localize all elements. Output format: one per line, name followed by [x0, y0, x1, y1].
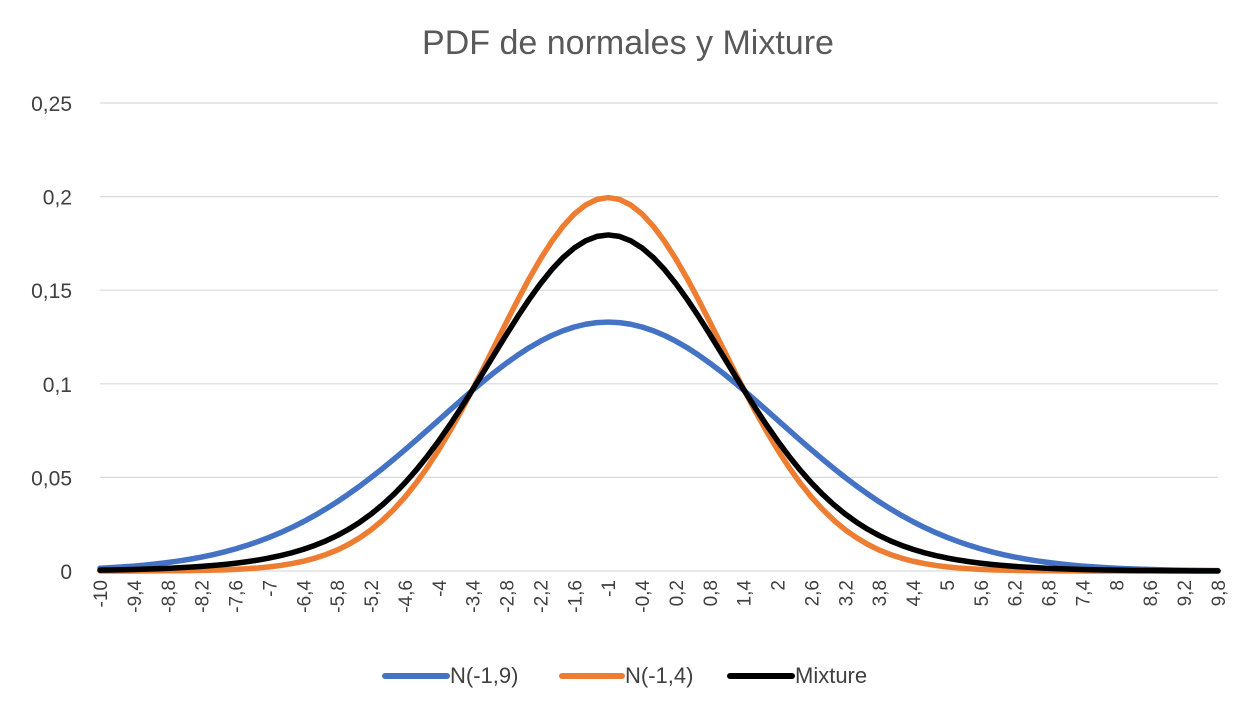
series-line-mixture	[97, 232, 1221, 574]
y-tick-label: 0,25	[31, 93, 72, 116]
x-tick-label: -3,4	[464, 580, 485, 613]
x-tick-label: -7,6	[227, 580, 248, 613]
x-tick-label: 4,4	[904, 580, 925, 607]
legend: N(-1,9) N(-1,4) Mixture	[382, 663, 867, 688]
y-tick-label: 0,15	[31, 280, 72, 303]
x-tick-label: -8,8	[159, 580, 180, 613]
x-tick-label: 3,8	[870, 580, 891, 606]
x-tick-label: 9,8	[1209, 580, 1230, 606]
x-axis-tick-labels: -10 -9,4 -8,8 -8,2 -7,6 -7 -6,4 -5,8 -5,2 -4,6 -4-…	[91, 580, 1230, 613]
x-tick-label: -4	[430, 580, 451, 597]
x-tick-label: 2,6	[802, 580, 823, 606]
series-line-n-1-4	[97, 194, 1221, 574]
x-tick-label: 0,8	[701, 580, 722, 606]
x-tick-label: 2	[769, 580, 790, 591]
x-tick-label: 6,8	[1040, 580, 1061, 606]
chart-title: PDF de normales y Mixture	[422, 24, 834, 62]
x-tick-label: 7,4	[1073, 580, 1094, 607]
series-line-n-1-9	[97, 319, 1221, 574]
x-tick-label: -9,4	[125, 580, 146, 613]
legend-label-n-1-4: N(-1,4)	[625, 663, 693, 688]
x-tick-label: 9,2	[1175, 580, 1196, 606]
x-tick-label: 5	[938, 580, 959, 591]
x-tick-label: -2,8	[498, 580, 519, 613]
x-tick-label: -5,8	[328, 580, 349, 613]
x-tick-label: -8,2	[193, 580, 214, 613]
x-tick-label: -1	[599, 580, 620, 597]
x-tick-label: 1,4	[735, 580, 756, 607]
x-tick-label: -6,4	[294, 580, 315, 613]
gridlines	[100, 102, 1218, 572]
x-tick-label: 3,2	[836, 580, 857, 606]
x-tick-label: -4,6	[396, 580, 417, 613]
x-tick-label: -0,4	[633, 580, 654, 613]
x-tick-label: 8,6	[1141, 580, 1162, 606]
x-tick-label: -10	[91, 580, 112, 607]
x-tick-label: 6,2	[1006, 580, 1027, 606]
y-tick-label: 0,05	[31, 467, 72, 490]
series-lines	[97, 194, 1221, 574]
x-tick-label: 8	[1107, 580, 1128, 591]
x-tick-label: -7	[260, 580, 281, 597]
x-tick-label: 0,2	[667, 580, 688, 606]
x-tick-label: -5,2	[362, 580, 383, 613]
y-tick-label: 0,2	[43, 187, 72, 210]
x-tick-label: 5,6	[972, 580, 993, 606]
x-tick-label: -2,2	[531, 580, 552, 613]
legend-label-mixture: Mixture	[795, 663, 867, 688]
legend-label-n-1-9: N(-1,9)	[450, 663, 518, 688]
y-tick-label: 0	[60, 561, 72, 584]
x-tick-label: -1,6	[565, 580, 586, 613]
y-axis-tick-labels: 0 0,05 0,1 0,15 0,2 0,25	[31, 93, 72, 584]
y-tick-label: 0,1	[43, 374, 72, 397]
